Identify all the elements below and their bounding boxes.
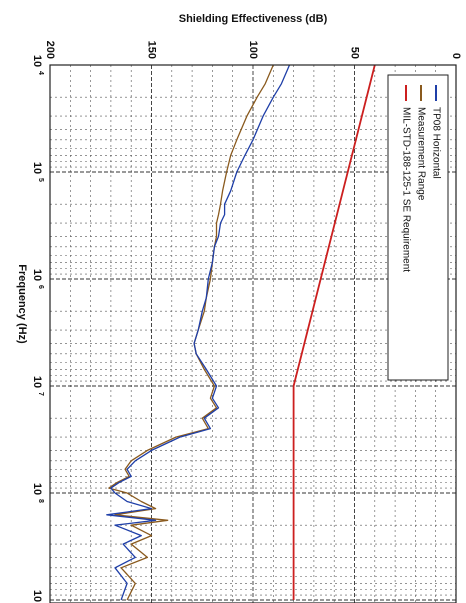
y-tick-label: 50 [349,47,361,59]
x-tick-exponent: 8 [37,499,44,503]
series-layer [106,64,376,601]
legend-label: Measurement Range [415,107,426,201]
x-tick-label: 10 7 [31,376,44,396]
y-tick-label: 150 [146,41,158,59]
x-tick-label: 10 4 [31,55,44,75]
x-tick-base: 10 [31,162,43,174]
plot-frame [49,64,457,603]
x-tick-base: 10 [31,376,43,388]
x-tick-labels: 10 4 10 5 10 6 10 7 10 8 109 [31,55,44,602]
x-tick-exponent: 7 [37,392,44,396]
x-tick-base: 10 [31,483,43,495]
x-tick-base: 10 [31,55,43,67]
x-tick-base: 10 [31,269,43,281]
y-axis-title: Shielding Effectiveness (dB) [179,13,328,25]
legend-items: TP08 Horizontal Measurement Range MIL-STD-… [400,85,441,272]
x-tick-label: 109 [31,590,43,602]
x-tick-base: 10 [31,590,43,602]
x-tick-label: 10 6 [31,269,44,289]
series-line-0 [106,64,291,601]
x-tick-exponent: 6 [37,285,44,289]
legend-box [387,74,449,381]
x-tick-label: 10 8 [31,483,44,503]
y-tick-label: 100 [247,41,259,59]
x-tick-exponent: 5 [37,178,44,182]
y-tick-label: 0 [450,53,462,59]
series-line-1 [108,64,274,601]
series-line-2 [292,64,376,600]
x-tick-exponent: 4 [37,71,44,75]
legend: TP08 Horizontal Measurement Range MIL-STD-… [387,74,449,381]
legend-label: TP08 Horizontal [430,107,441,179]
legend-label: MIL-STD-188-125-1 SE Requirement [400,107,411,272]
y-tick-label: 200 [44,41,56,59]
x-tick-label: 10 5 [31,162,44,182]
y-tick-labels: 0 50 100 150 200 [44,41,462,59]
x-axis-title: Frequency (Hz) [16,264,28,344]
